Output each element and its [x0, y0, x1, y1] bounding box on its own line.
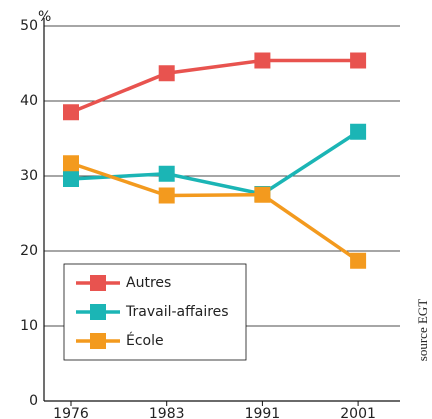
- x-tick-label: 2001: [340, 406, 376, 419]
- y-tick-label: 50: [20, 18, 38, 34]
- marker: [350, 252, 367, 269]
- marker: [63, 155, 79, 172]
- marker: [350, 52, 367, 69]
- line-series: [70, 161, 360, 263]
- legend-marker: [90, 304, 106, 320]
- marker: [63, 104, 79, 121]
- marker: [158, 65, 175, 82]
- marker: [254, 52, 271, 69]
- marker: [158, 187, 175, 204]
- legend-label: Travail-affaires: [125, 304, 229, 320]
- y-tick-label: 0: [29, 393, 38, 409]
- x-tick-label: 1976: [53, 406, 89, 419]
- legend-marker: [90, 333, 106, 349]
- x-tick-label: 1991: [245, 406, 281, 419]
- y-tick-label: 30: [20, 168, 38, 184]
- marker: [63, 171, 79, 187]
- y-tick-label: 10: [20, 318, 38, 334]
- marker: [350, 123, 367, 140]
- line-series: [70, 58, 359, 114]
- legend-label: Autres: [126, 275, 171, 291]
- y-unit: %: [38, 9, 51, 25]
- y-tick-label: 40: [20, 93, 38, 109]
- x-tick-label: 1983: [149, 406, 185, 419]
- marker: [254, 186, 271, 203]
- source: source EGT: [415, 299, 430, 362]
- line-series: [70, 130, 360, 196]
- legend-marker: [90, 275, 106, 291]
- marker: [158, 165, 175, 182]
- legend-label: École: [126, 332, 164, 349]
- y-tick-label: 20: [20, 243, 38, 259]
